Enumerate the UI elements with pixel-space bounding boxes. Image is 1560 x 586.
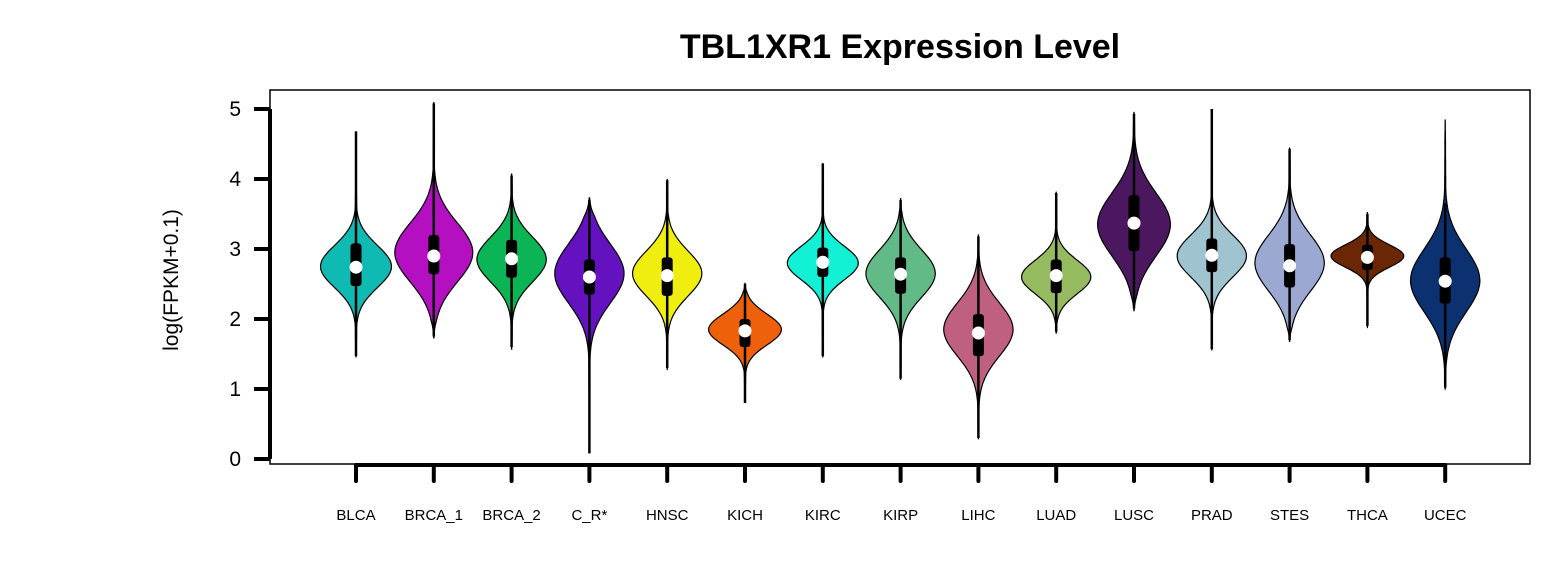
x-tick-label: KIRP (883, 507, 918, 524)
violin-c-r- (554, 197, 625, 454)
median-point (894, 267, 908, 281)
violin-brca-1 (394, 101, 474, 339)
x-tick-label: BRCA_1 (405, 507, 463, 524)
x-tick-label: BRCA_2 (482, 507, 540, 524)
y-tick-label: 0 (229, 448, 241, 471)
x-tick-label: BLCA (336, 507, 375, 524)
x-tick-label: UCEC (1424, 507, 1467, 524)
violin-ucec (1409, 119, 1481, 390)
median-point (1127, 216, 1141, 230)
violin-thca (1330, 212, 1405, 329)
median-point (349, 260, 363, 274)
violin-kirc (786, 162, 859, 358)
x-tick-label: KIRC (805, 507, 841, 524)
x-tick-label: LUAD (1036, 507, 1076, 524)
violins (319, 101, 1481, 454)
median-point (660, 269, 674, 283)
median-point (582, 270, 596, 284)
violin-luad (1021, 191, 1092, 334)
x-tick-label: LIHC (961, 507, 995, 524)
x-tick-label: THCA (1347, 507, 1388, 524)
y-axis: 0 1 2 3 4 5 (229, 98, 272, 471)
median-point (971, 326, 985, 340)
median-point (427, 249, 441, 263)
violin-lihc (943, 234, 1014, 440)
violin-kich (707, 282, 783, 404)
x-tick-label: LUSC (1114, 507, 1154, 524)
violin-prad (1176, 109, 1248, 351)
x-tick-label: KICH (727, 507, 763, 524)
median-point (505, 252, 519, 266)
x-tick-label: HNSC (646, 507, 689, 524)
y-tick-label: 1 (229, 378, 241, 401)
y-tick-label: 3 (229, 238, 241, 261)
violin-blca (319, 131, 393, 358)
median-point (1438, 274, 1452, 288)
chart-title: TBL1XR1 Expression Level (680, 28, 1120, 66)
y-axis-label: log(FPKM+0.1) (160, 209, 183, 351)
x-tick-label: C_R* (571, 507, 607, 524)
median-point (1205, 248, 1219, 262)
median-point (1283, 259, 1297, 273)
y-tick-label: 2 (229, 308, 241, 331)
y-tick-label: 4 (229, 168, 241, 191)
median-point (1360, 250, 1374, 264)
violin-hnsc (632, 178, 703, 371)
median-point (738, 324, 752, 338)
violin-stes (1254, 147, 1325, 342)
median-point (816, 255, 830, 269)
y-tick-label: 5 (229, 98, 241, 121)
x-tick-label: STES (1270, 507, 1309, 524)
median-point (1049, 269, 1063, 283)
violin-lusc (1096, 111, 1172, 312)
x-axis: BLCA BRCA_1 BRCA_2 C_R* HNSC KICH KIRC KIRP LIHC… (336, 463, 1467, 524)
violin-kirp (865, 198, 936, 380)
x-tick-label: PRAD (1191, 507, 1233, 524)
violin-brca-2 (476, 173, 547, 350)
